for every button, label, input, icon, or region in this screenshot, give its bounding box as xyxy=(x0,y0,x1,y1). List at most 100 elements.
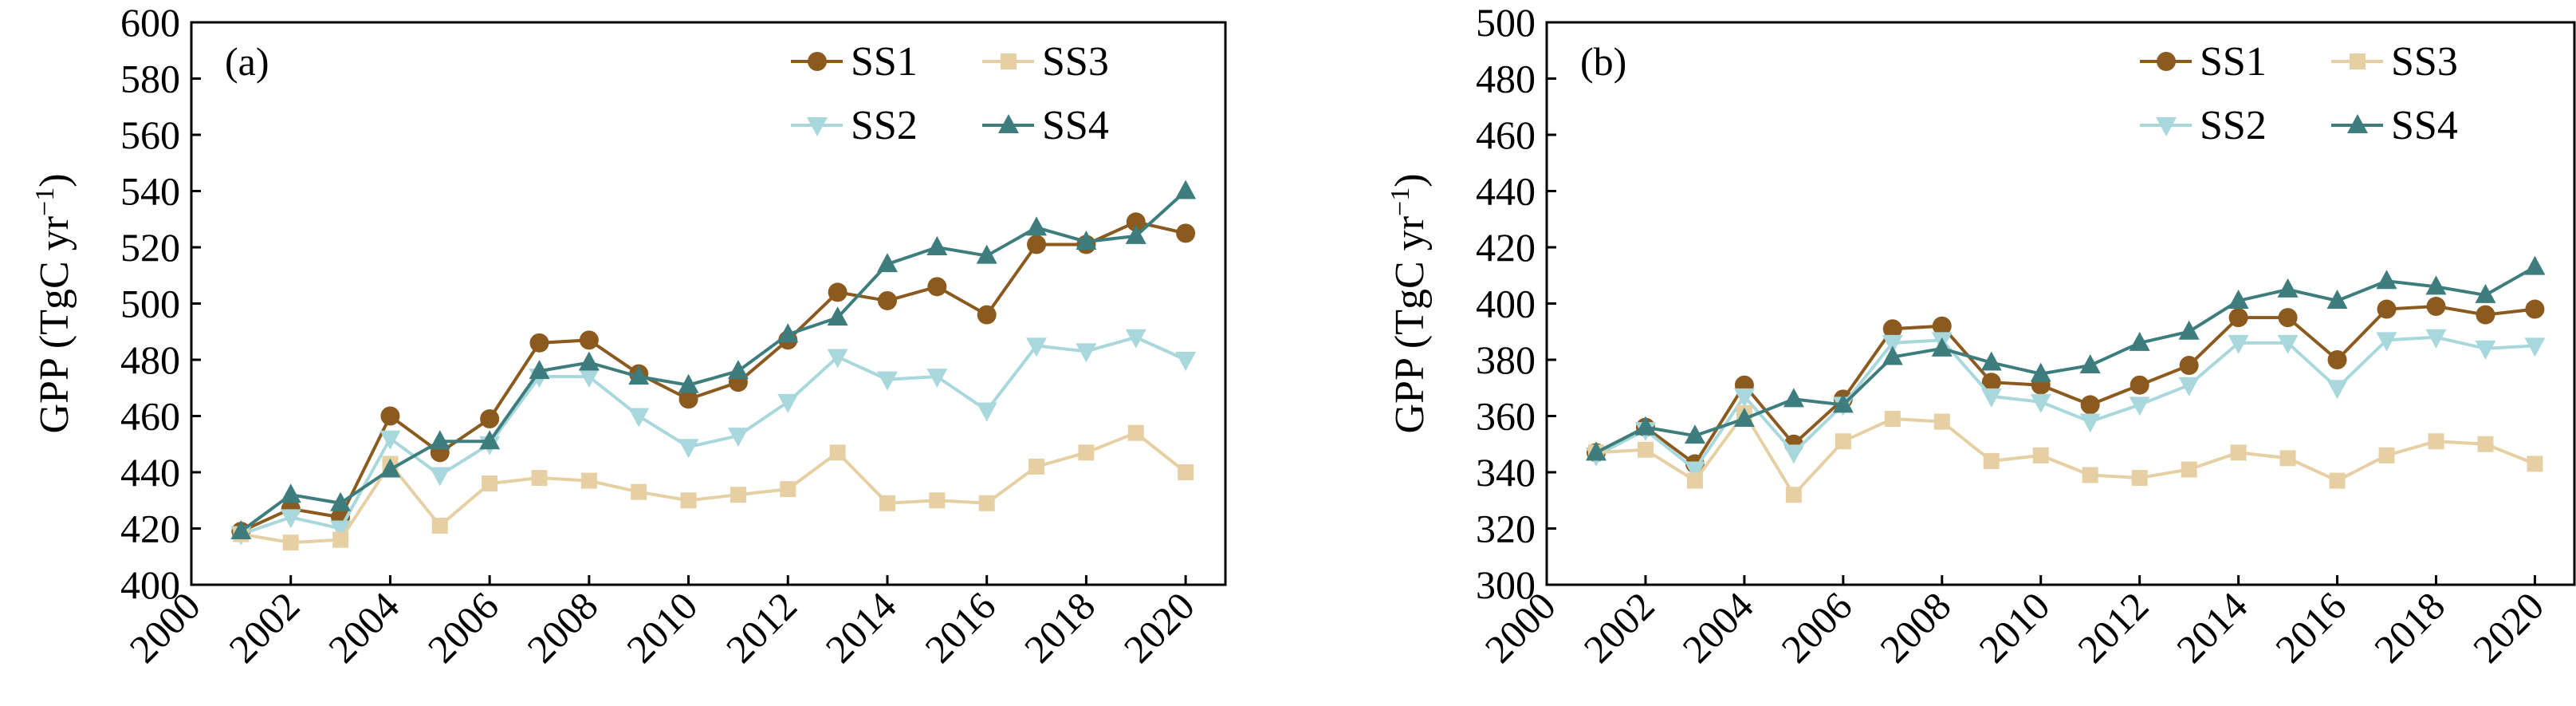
point-ss3-a xyxy=(680,492,697,509)
point-ss4-b xyxy=(2079,354,2101,374)
y-tick-label-b: 460 xyxy=(1476,112,1536,157)
point-ss4-b xyxy=(2475,283,2496,303)
series-line-ss4-b xyxy=(1595,265,2536,455)
y-tick-label-a: 500 xyxy=(120,282,180,326)
point-ss1-b xyxy=(1981,373,2001,392)
point-ss2-b xyxy=(1882,334,1903,354)
x-tick-label-a: 2006 xyxy=(419,583,507,671)
point-ss1-b xyxy=(1932,316,1952,336)
y-tick-label-b: 480 xyxy=(1476,57,1536,101)
point-ss3-a xyxy=(631,483,647,500)
point-ss1-b xyxy=(1882,319,1902,339)
point-ss1-b xyxy=(2525,299,2545,319)
point-ss2-a xyxy=(1026,337,1048,357)
series-line-ss1-b xyxy=(1595,305,2535,467)
y-tick-label-b: 300 xyxy=(1476,562,1536,607)
y-tick-label-a: 480 xyxy=(120,337,180,382)
point-ss3-a xyxy=(580,472,597,489)
point-ss3-b xyxy=(2131,470,2148,487)
point-ss4-b xyxy=(1931,337,1953,357)
point-ss2-a xyxy=(1076,343,1097,363)
x-tick-label-b: 2020 xyxy=(2464,583,2552,671)
legend-marker-ss1-a xyxy=(808,52,827,71)
point-ss3-b xyxy=(2527,456,2543,472)
legend-marker-ss2-a xyxy=(807,117,828,136)
point-ss4-b xyxy=(2178,320,2200,340)
point-ss4-b xyxy=(1783,388,1804,408)
point-ss3-a xyxy=(929,492,946,509)
point-ss2-b xyxy=(2228,334,2249,354)
point-ss4-a xyxy=(330,491,352,511)
point-ss1-b xyxy=(2179,356,2199,376)
point-ss2-b xyxy=(2079,413,2101,433)
point-ss4-b xyxy=(2425,275,2447,295)
point-ss4-a xyxy=(976,244,997,264)
point-ss3-b xyxy=(2477,436,2494,452)
point-ss4-b xyxy=(2326,289,2348,309)
y-tick-label-b: 400 xyxy=(1476,282,1536,326)
point-ss2-b xyxy=(2178,377,2200,396)
point-ss2-a xyxy=(330,520,352,540)
point-ss2-a xyxy=(876,371,898,391)
point-ss2-b xyxy=(1684,461,1705,481)
x-tick-label-a: 2012 xyxy=(718,583,805,671)
x-tick-label-a: 2008 xyxy=(518,583,606,671)
point-ss4-a xyxy=(628,365,650,385)
point-ss2-b xyxy=(2326,380,2348,400)
legend-a: SS1 SS3 SS2 SS4 xyxy=(791,39,1109,148)
point-ss1-a xyxy=(1027,235,1047,254)
point-ss2-a xyxy=(926,369,948,388)
x-tick-label-a: 2002 xyxy=(220,583,308,671)
y-tick-label-a: 420 xyxy=(120,507,180,551)
legend-marker-ss3-b xyxy=(2350,53,2366,69)
x-tick-label-b: 2004 xyxy=(1673,583,1761,671)
series-line-ss2-b xyxy=(1595,335,2535,472)
point-ss3-a xyxy=(332,531,349,548)
point-ss2-b xyxy=(2524,337,2546,357)
point-ss4-b xyxy=(1684,424,1705,444)
y-tick-label-a: 440 xyxy=(120,450,180,495)
legend-label-ss2-b: SS2 xyxy=(2200,103,2267,148)
point-ss3-a xyxy=(780,481,796,498)
point-ss2-a xyxy=(1175,352,1197,371)
point-ss4-a xyxy=(876,253,898,273)
point-ss3-b xyxy=(2082,467,2098,483)
point-ss2-a xyxy=(678,439,699,459)
point-ss1-a xyxy=(828,282,848,302)
point-ss3-b xyxy=(1835,433,1851,450)
point-ss4-b xyxy=(1832,393,1854,413)
point-ss2-b xyxy=(2030,393,2051,413)
point-ss3-b xyxy=(2279,450,2296,467)
y-tick-label-b: 500 xyxy=(1476,0,1536,45)
point-ss1-b xyxy=(2080,395,2100,415)
point-ss3-a xyxy=(1178,464,1194,480)
x-tick-label-b: 2012 xyxy=(2069,583,2157,671)
y-tick-label-a: 580 xyxy=(120,57,180,101)
point-ss4-b xyxy=(1585,441,1607,461)
legend-marker-ss2-b xyxy=(2156,117,2177,136)
legend-label-ss1-a: SS1 xyxy=(851,39,918,85)
point-ss2-a xyxy=(380,430,401,450)
y-tick-label-b: 420 xyxy=(1476,225,1536,270)
point-ss3-a xyxy=(879,495,895,511)
point-ss1-a xyxy=(1176,223,1196,243)
point-ss2-a xyxy=(827,349,848,369)
point-ss1-a xyxy=(380,406,400,426)
point-ss3-a xyxy=(431,517,448,534)
legend-label-ss1-b: SS1 xyxy=(2200,39,2267,85)
point-ss3-a xyxy=(1127,424,1144,441)
x-tick-label-b: 2018 xyxy=(2366,583,2453,671)
point-ss4-b xyxy=(2524,255,2546,275)
point-ss2-a xyxy=(976,402,997,422)
point-ss4-a xyxy=(827,306,848,326)
point-ss2-a xyxy=(429,467,450,487)
x-tick-label-a: 2010 xyxy=(618,583,706,671)
point-ss4-a xyxy=(529,360,550,380)
point-ss4-b xyxy=(1980,351,2002,371)
x-tick-label-b: 2016 xyxy=(2267,583,2354,671)
point-ss4-a xyxy=(280,483,301,503)
legend-label-ss4-b: SS4 xyxy=(2391,103,2458,148)
point-ss1-b xyxy=(2377,299,2397,319)
